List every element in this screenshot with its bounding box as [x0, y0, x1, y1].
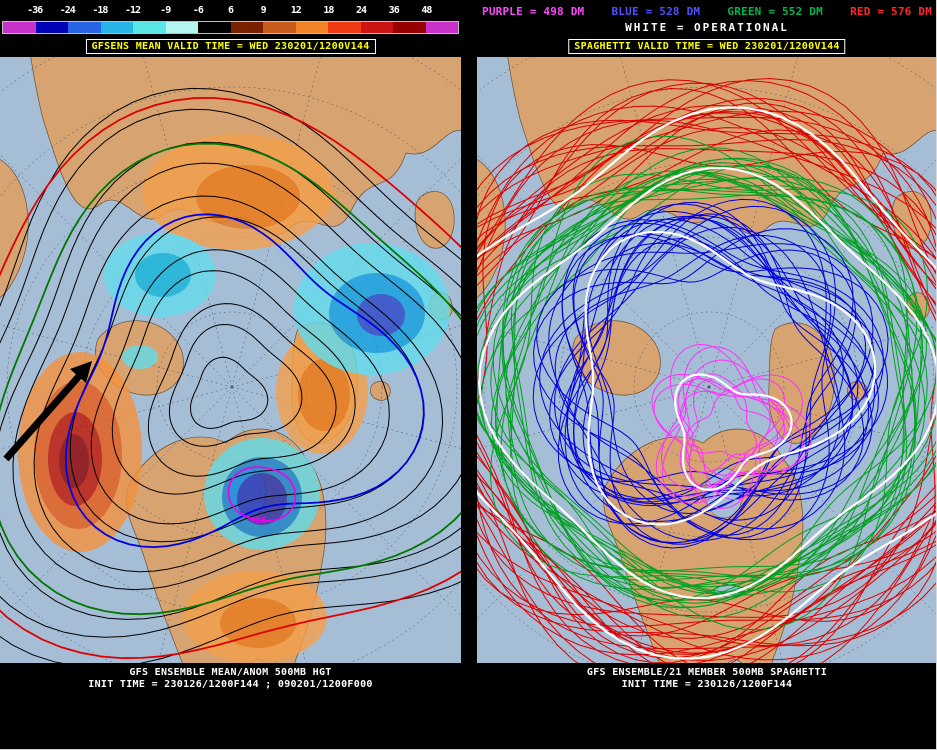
colorbar-segment	[100, 22, 133, 33]
colorbar-tick: 48	[421, 5, 432, 16]
colorbar-tick: -36	[27, 5, 43, 16]
colorbar-segment	[263, 22, 296, 33]
spaghetti-legend: PURPLE = 498 DM BLUE = 528 DM GREEN = 552 …	[482, 5, 932, 18]
right-map-title: SPAGHETTI VALID TIME = WED 230201/1200V1…	[568, 39, 846, 54]
colorbar-tick: -12	[125, 5, 141, 16]
colorbar-tick: -24	[59, 5, 76, 16]
colorbar-tick: 9	[260, 5, 267, 16]
right-caption-line2: INIT TIME = 230126/1200F144	[621, 679, 793, 690]
spaghetti-blue-528	[532, 198, 889, 549]
colorbar-segment	[198, 22, 231, 33]
contour-552-green	[0, 142, 461, 616]
legend-item: RED = 576 DM	[850, 5, 932, 18]
contour-576-red	[0, 96, 461, 660]
colorbar-tick: 6	[227, 5, 234, 16]
colorbar-tick: -9	[160, 5, 171, 16]
left-map-wrap: 498	[0, 57, 461, 663]
graticule	[477, 57, 936, 663]
operational-contours	[477, 106, 936, 660]
colorbar-segment	[230, 22, 263, 33]
right-caption-line1: GFS ENSEMBLE/21 MEMBER 500MB SPAGHETTI	[586, 667, 828, 678]
contour-label-498: 498	[250, 516, 266, 526]
legend-item: BLUE = 528 DM	[611, 5, 701, 18]
spaghetti-red-576	[477, 77, 936, 663]
colorbar-tick: -18	[92, 5, 108, 16]
mean-anomaly-panel: -36 -24 -18 -12 -9 -6 6 9 12 18 24 36 48 GFSENS MEAN…	[0, 0, 461, 749]
colorbar-tick: 18	[323, 5, 334, 16]
colorbar-segment	[133, 22, 166, 33]
right-map-wrap	[477, 57, 936, 663]
colorbar-segment	[328, 22, 361, 33]
colorbar-tick: 36	[388, 5, 400, 16]
colorbar-segment	[295, 22, 328, 33]
colorbar-segment	[393, 22, 426, 33]
spaghetti-map	[477, 57, 936, 663]
colorbar-tick: 24	[356, 5, 367, 16]
colorbar-segment	[360, 22, 393, 33]
colorbar-segment	[68, 22, 101, 33]
colorbar-segment	[425, 22, 458, 33]
colorbar-tick-labels: -36 -24 -18 -12 -9 -6 6 9 12 18 24 36 48	[2, 5, 459, 19]
right-caption: GFS ENSEMBLE/21 MEMBER 500MB SPAGHETTI I…	[477, 667, 936, 691]
mean-anomaly-map: 498	[0, 57, 461, 663]
colorbar-tick: -6	[192, 5, 204, 16]
contour-498-magenta	[227, 466, 297, 522]
anomaly-colorbar	[2, 21, 459, 34]
spaghetti-panel: PURPLE = 498 DM BLUE = 528 DM GREEN = 552 …	[477, 0, 936, 749]
colorbar-segment	[3, 22, 36, 33]
left-caption-line1: GFS ENSEMBLE MEAN/ANOM 500MB HGT	[129, 667, 332, 678]
colorbar-segment	[165, 22, 198, 33]
left-caption-line2: INIT TIME = 230126/1200F144 ; 090201/120…	[88, 679, 373, 690]
colorbar-tick: 12	[290, 5, 302, 16]
legend-item: PURPLE = 498 DM	[482, 5, 585, 18]
legend-operational: WHITE = OPERATIONAL	[625, 21, 789, 34]
spaghetti-green-552	[477, 135, 936, 631]
contour-528-blue	[64, 213, 425, 549]
left-map-title: GFSENS MEAN VALID TIME = WED 230201/1200…	[85, 39, 376, 54]
colorbar-segment	[35, 22, 68, 33]
left-caption: GFS ENSEMBLE MEAN/ANOM 500MB HGT INIT TI…	[0, 667, 461, 691]
height-contours	[0, 87, 461, 663]
legend-item: GREEN = 552 DM	[727, 5, 823, 18]
annotation-arrow	[3, 361, 92, 462]
